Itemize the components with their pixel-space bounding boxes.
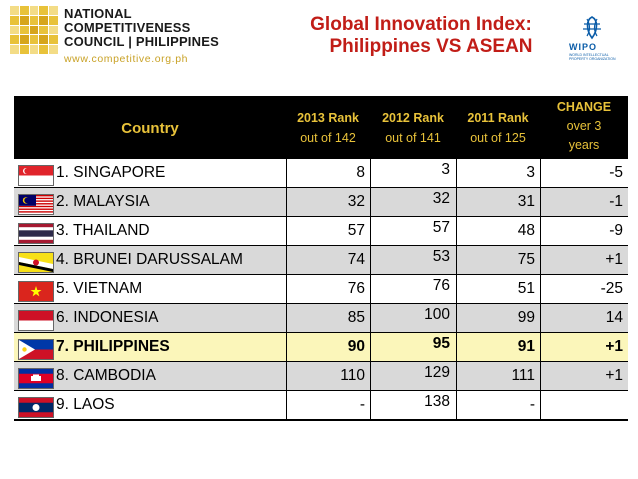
table-row: 2. MALAYSIA 32 32 31 -1 — [14, 187, 628, 216]
rank-2012: 129 — [370, 362, 457, 390]
wipo-globe-icon — [583, 16, 601, 40]
rank-2013: 8 — [286, 159, 371, 187]
table-row: 9. LAOS - 138 - — [14, 390, 629, 419]
rank-2012: 57 — [370, 217, 457, 245]
table-row: 1. SINGAPORE 8 3 3 -5 — [14, 158, 628, 187]
rank-2011: 75 — [456, 246, 541, 274]
col-header-country: Country — [121, 120, 179, 137]
country-name: 2. MALAYSIA — [56, 193, 150, 210]
col-header-2011: 2011 Rank out of 125 — [467, 111, 529, 145]
table-header: Country 2013 Rank out of 142 2012 Rank o… — [14, 96, 628, 158]
ncc-logo-icon — [10, 6, 58, 54]
rank-2012: 95 — [370, 333, 457, 361]
singapore-flag-icon — [18, 165, 54, 186]
rank-change — [540, 391, 629, 419]
rank-2013: 32 — [286, 188, 371, 216]
ncc-url: www.competitive.org.ph — [64, 53, 189, 65]
rank-2012: 3 — [370, 159, 457, 187]
cambodia-flag-icon — [18, 368, 54, 389]
malaysia-flag-icon — [18, 194, 54, 215]
rank-2011: 48 — [456, 217, 541, 245]
country-name: 6. INDONESIA — [56, 309, 159, 326]
vietnam-flag-icon — [18, 281, 54, 302]
rank-2013: 110 — [286, 362, 371, 390]
country-name: 3. THAILAND — [56, 222, 150, 239]
rank-2012: 53 — [370, 246, 457, 274]
rank-change: +1 — [540, 333, 629, 361]
col-header-change: CHANGE over 3 years — [556, 100, 612, 152]
col-header-2013: 2013 Rank out of 142 — [297, 111, 359, 145]
rank-change: -1 — [540, 188, 629, 216]
col-header-2012: 2012 Rank out of 141 — [382, 111, 444, 145]
rank-change: +1 — [540, 246, 629, 274]
table-row: 6. INDONESIA 85 100 99 14 — [14, 303, 628, 332]
laos-flag-icon — [18, 397, 54, 418]
rank-change: -5 — [540, 159, 629, 187]
rank-2013: 85 — [286, 304, 371, 332]
rank-2012: 100 — [370, 304, 457, 332]
table-row: 8. CAMBODIA 110 129 111 +1 — [14, 361, 628, 390]
rank-2013: 76 — [286, 275, 371, 303]
rank-2012: 76 — [370, 275, 457, 303]
ncc-org-name: NATIONAL COMPETITIVENESS COUNCIL | PHILI… — [64, 6, 219, 49]
country-name: 8. CAMBODIA — [56, 367, 156, 384]
ncc-logo: NATIONAL COMPETITIVENESS COUNCIL | PHILI… — [10, 6, 280, 68]
country-name: 9. LAOS — [56, 396, 115, 413]
table-row: 3. THAILAND 57 57 48 -9 — [14, 216, 628, 245]
thailand-flag-icon — [18, 223, 54, 244]
country-name: 5. VIETNAM — [56, 280, 143, 297]
rank-change: +1 — [540, 362, 629, 390]
rank-2013: 74 — [286, 246, 371, 274]
brunei-flag-icon — [18, 252, 54, 273]
rank-2011: 3 — [456, 159, 541, 187]
rank-2011: 111 — [456, 362, 541, 390]
rank-2011: 91 — [456, 333, 541, 361]
rank-2011: 99 — [456, 304, 541, 332]
country-name: 4. BRUNEI DARUSSALAM — [56, 251, 243, 268]
rank-change: 14 — [540, 304, 629, 332]
rank-2011: 31 — [456, 188, 541, 216]
rank-2011: - — [456, 391, 541, 419]
rank-2012: 32 — [370, 188, 457, 216]
rank-2013: 57 — [286, 217, 371, 245]
country-name: 1. SINGAPORE — [56, 164, 166, 181]
table-row: 5. VIETNAM 76 76 51 -25 — [14, 274, 628, 303]
table-row: 4. BRUNEI DARUSSALAM 74 53 75 +1 — [14, 245, 628, 274]
rank-2013: 90 — [286, 333, 371, 361]
table-row-highlighted: 7. PHILIPPINES 90 95 91 +1 — [14, 332, 628, 361]
country-name: 7. PHILIPPINES — [56, 338, 170, 355]
page-title: Global Innovation Index: Philippines VS … — [310, 14, 533, 57]
rank-change: -9 — [540, 217, 629, 245]
wipo-logo: WIPO WORLD INTELLECTUAL PROPERTY ORGANIZ… — [569, 16, 627, 66]
philippines-flag-icon — [18, 339, 54, 360]
rank-2011: 51 — [456, 275, 541, 303]
ranking-table: Country 2013 Rank out of 142 2012 Rank o… — [14, 96, 629, 421]
rank-2012: 138 — [370, 391, 457, 419]
rank-change: -25 — [540, 275, 629, 303]
indonesia-flag-icon — [18, 310, 54, 331]
rank-2013: - — [286, 391, 371, 419]
